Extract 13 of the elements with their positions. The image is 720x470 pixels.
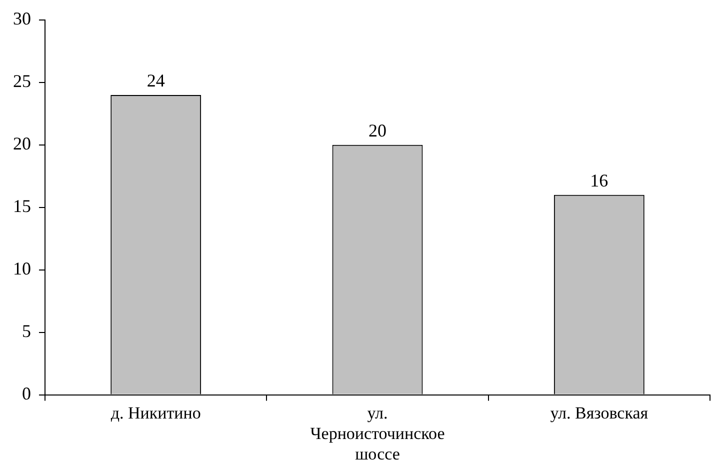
y-tick-label: 5: [22, 321, 31, 342]
data-label: 24: [146, 70, 165, 91]
y-tick-label: 25: [13, 71, 31, 92]
x-tick-label: ул. Черноисточинское шоссе: [310, 403, 445, 464]
y-tick-label: 10: [13, 258, 31, 279]
y-tick-label: 0: [22, 384, 31, 404]
x-tick-label: д. Никитино: [110, 403, 201, 422]
x-tick-label: ул. Вязовская: [550, 403, 648, 422]
y-tick-label: 30: [13, 8, 31, 29]
data-label: 20: [368, 120, 386, 141]
data-label: 16: [590, 170, 608, 191]
y-tick-label: 15: [13, 196, 31, 216]
y-tick-label: 20: [13, 134, 31, 154]
